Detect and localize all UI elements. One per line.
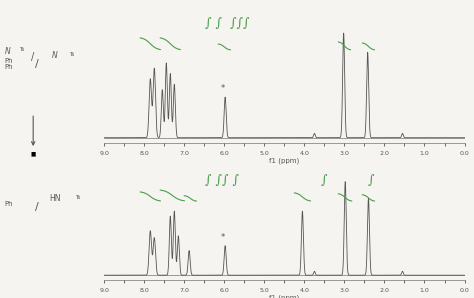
X-axis label: f1 (ppm): f1 (ppm)	[269, 294, 300, 298]
Text: /: /	[35, 59, 38, 69]
Text: Ts: Ts	[75, 195, 80, 200]
Text: N: N	[52, 51, 57, 60]
Text: /: /	[35, 202, 38, 212]
Text: *: *	[221, 84, 225, 93]
Text: ∫ ∫  ∫∫∫: ∫ ∫ ∫∫∫	[205, 17, 250, 30]
Text: ∫: ∫	[320, 174, 327, 187]
Text: ∫: ∫	[367, 174, 374, 187]
Text: HN: HN	[49, 194, 61, 203]
Text: *: *	[221, 233, 225, 242]
Text: Ph: Ph	[5, 58, 13, 63]
Text: Ts: Ts	[69, 52, 74, 57]
Text: Ph: Ph	[5, 201, 13, 207]
Text: ∫ ∫∫ ∫: ∫ ∫∫ ∫	[205, 174, 239, 187]
Text: N: N	[5, 47, 10, 56]
X-axis label: f1 (ppm): f1 (ppm)	[269, 157, 300, 164]
Text: Ts: Ts	[19, 47, 24, 52]
Text: ■: ■	[30, 151, 36, 156]
Text: /: /	[31, 52, 34, 62]
Text: Ph: Ph	[5, 63, 13, 69]
